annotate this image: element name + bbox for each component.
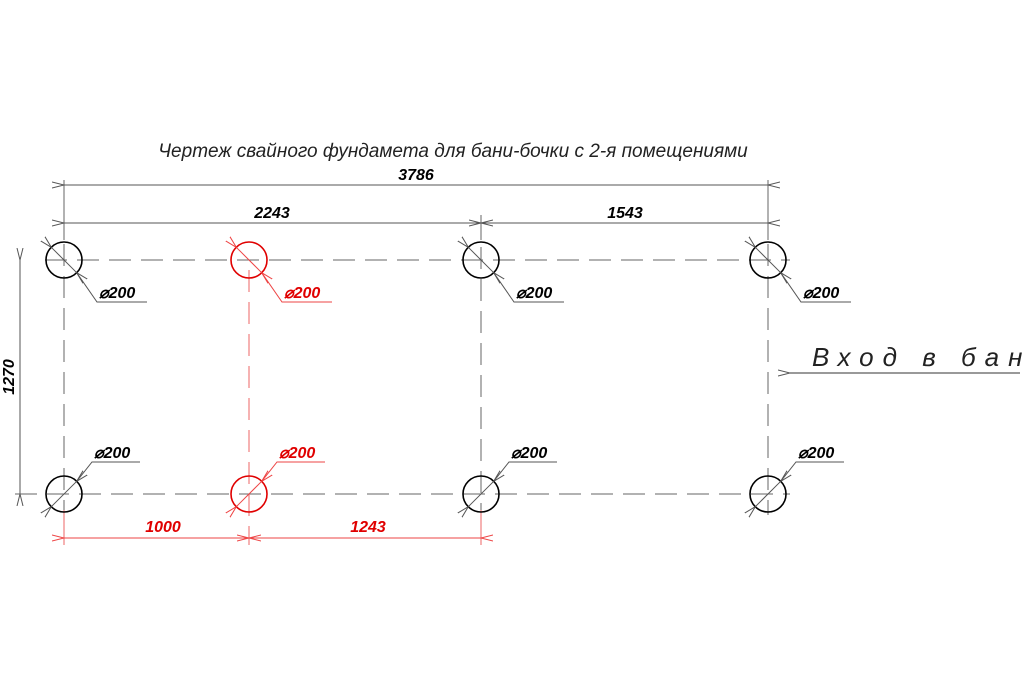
pile-top-3: ⌀200 bbox=[463, 242, 564, 303]
pile-diameter-label: ⌀200 bbox=[798, 445, 834, 462]
piles: ⌀200 ⌀200 ⌀200 ⌀200 ⌀200 ⌀200 ⌀200 ⌀200 bbox=[46, 242, 851, 512]
dim-red-right: 1243 bbox=[350, 519, 386, 536]
pile-bottom-3: ⌀200 bbox=[463, 445, 557, 512]
pile-bottom-2: ⌀200 bbox=[231, 445, 325, 512]
dim-left-span: 2243 bbox=[253, 205, 290, 222]
pile-diameter-label: ⌀200 bbox=[511, 445, 547, 462]
pile-top-4: ⌀200 bbox=[750, 242, 851, 303]
pile-diameter-label: ⌀200 bbox=[516, 285, 552, 302]
pile-diameter-label: ⌀200 bbox=[99, 285, 135, 302]
pile-diameter-label: ⌀200 bbox=[284, 285, 320, 302]
pile-diameter-label: ⌀200 bbox=[803, 285, 839, 302]
entrance-marker: Вход в баню bbox=[790, 342, 1024, 373]
dim-red-left: 1000 bbox=[145, 519, 181, 536]
pile-diameter-label: ⌀200 bbox=[94, 445, 130, 462]
dim-width: 1270 bbox=[1, 359, 18, 395]
entrance-label: Вход в баню bbox=[812, 342, 1024, 372]
dim-right-span: 1543 bbox=[607, 205, 643, 222]
dimension-lines bbox=[20, 185, 768, 538]
pile-top-2: ⌀200 bbox=[231, 242, 332, 303]
pile-bottom-4: ⌀200 bbox=[750, 445, 844, 512]
pile-bottom-1: ⌀200 bbox=[46, 445, 140, 512]
drawing-title: Чертеж свайного фундамета для бани-бочки… bbox=[158, 141, 748, 162]
pile-top-1: ⌀200 bbox=[46, 242, 147, 303]
pile-diameter-label: ⌀200 bbox=[279, 445, 315, 462]
axis-lines bbox=[15, 180, 790, 545]
dim-overall: 3786 bbox=[398, 167, 434, 184]
